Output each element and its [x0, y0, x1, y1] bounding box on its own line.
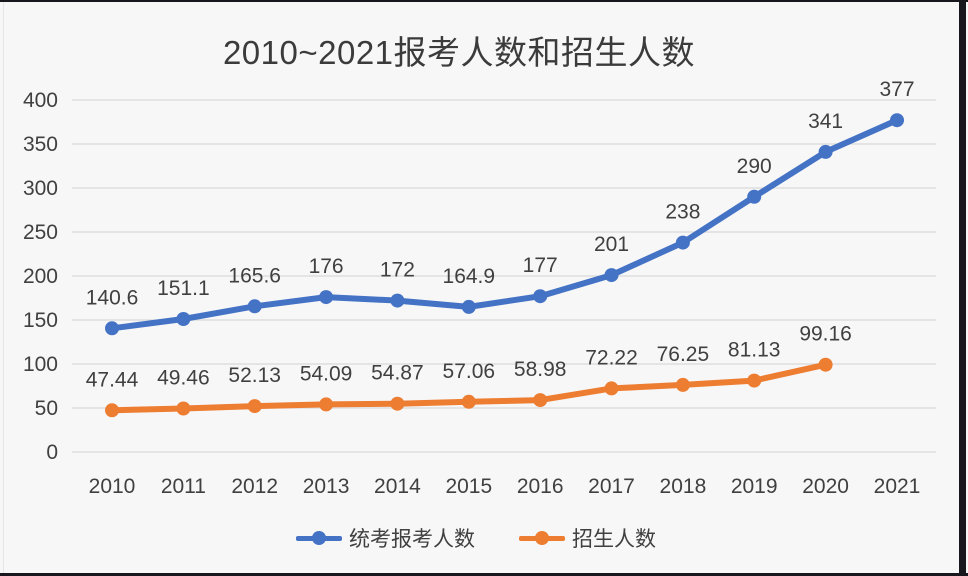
- svg-text:2012: 2012: [231, 475, 278, 498]
- svg-text:47.44: 47.44: [86, 368, 139, 391]
- svg-text:58.98: 58.98: [514, 358, 567, 381]
- legend-item-applicants: 统考报考人数: [296, 523, 475, 553]
- chart-legend: 统考报考人数 招生人数: [0, 523, 952, 553]
- svg-text:2014: 2014: [374, 475, 421, 498]
- legend-item-enrollment: 招生人数: [519, 523, 656, 553]
- svg-text:350: 350: [23, 133, 58, 156]
- svg-text:341: 341: [808, 110, 843, 133]
- svg-text:54.87: 54.87: [371, 362, 424, 385]
- svg-text:151.1: 151.1: [157, 277, 210, 300]
- svg-text:164.9: 164.9: [443, 265, 496, 288]
- svg-text:2011: 2011: [161, 475, 206, 498]
- svg-text:2015: 2015: [445, 475, 492, 498]
- frame-border-top: [0, 0, 968, 2]
- svg-text:72.22: 72.22: [585, 346, 638, 369]
- svg-text:0: 0: [46, 441, 58, 464]
- svg-text:2021: 2021: [874, 475, 921, 498]
- svg-text:150: 150: [23, 309, 58, 332]
- svg-text:2010: 2010: [89, 475, 136, 498]
- svg-text:177: 177: [523, 254, 558, 277]
- svg-text:100: 100: [23, 353, 58, 376]
- legend-dot-enrollment-icon: [535, 531, 549, 545]
- svg-text:172: 172: [380, 259, 415, 282]
- svg-text:99.16: 99.16: [799, 323, 852, 346]
- chart-title: 2010~2021报考人数和招生人数: [222, 34, 696, 71]
- svg-text:377: 377: [879, 78, 914, 101]
- svg-text:165.6: 165.6: [228, 264, 281, 287]
- svg-text:200: 200: [23, 265, 58, 288]
- svg-text:2020: 2020: [802, 475, 849, 498]
- svg-text:290: 290: [737, 155, 772, 178]
- svg-text:81.13: 81.13: [728, 339, 781, 362]
- svg-text:176: 176: [309, 255, 344, 278]
- svg-text:238: 238: [665, 201, 700, 224]
- legend-dot-applicants-icon: [312, 531, 326, 545]
- svg-text:2019: 2019: [731, 475, 778, 498]
- svg-text:300: 300: [23, 177, 58, 200]
- svg-text:201: 201: [594, 233, 629, 256]
- legend-label-applicants: 统考报考人数: [349, 528, 475, 551]
- svg-text:400: 400: [23, 89, 58, 112]
- svg-text:2013: 2013: [303, 475, 350, 498]
- svg-text:50: 50: [35, 397, 58, 420]
- svg-text:54.09: 54.09: [300, 362, 353, 385]
- svg-text:76.25: 76.25: [657, 343, 710, 366]
- legend-marker-applicants-icon: [296, 531, 342, 545]
- svg-text:2018: 2018: [660, 475, 707, 498]
- svg-text:52.13: 52.13: [228, 364, 281, 387]
- svg-text:2016: 2016: [517, 475, 564, 498]
- legend-marker-enrollment-icon: [519, 531, 565, 545]
- svg-text:49.46: 49.46: [157, 367, 210, 390]
- svg-text:140.6: 140.6: [86, 286, 139, 309]
- frame-border-left: [3, 0, 4, 576]
- svg-text:57.06: 57.06: [443, 360, 496, 383]
- frame-border-bottom: [0, 573, 968, 576]
- svg-text:2017: 2017: [588, 475, 635, 498]
- frame-border-right: [959, 0, 966, 576]
- legend-label-enrollment: 招生人数: [572, 528, 656, 551]
- svg-text:250: 250: [23, 221, 58, 244]
